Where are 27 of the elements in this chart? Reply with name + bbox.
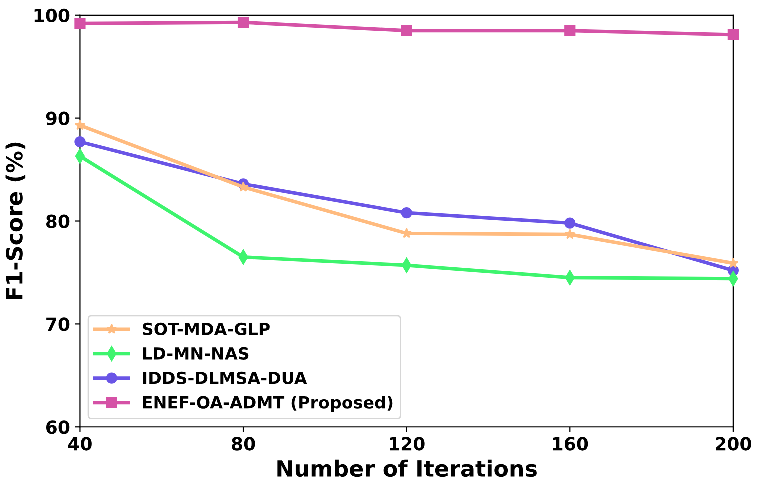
- point: [564, 25, 576, 36]
- point: [564, 229, 576, 240]
- legend-label: SOT-MDA-GLP: [143, 322, 270, 336]
- x-tick-label: 160: [553, 437, 588, 451]
- y-tick-label: 80: [46, 214, 70, 228]
- y-tick-label: 70: [46, 318, 70, 332]
- point: [401, 207, 412, 219]
- x-tick-label: 40: [68, 437, 92, 451]
- point: [401, 25, 412, 36]
- y-tick-label: 60: [46, 420, 70, 434]
- x-tick-label: 80: [232, 437, 256, 451]
- legend-label: IDDS-DLMSA-DUA: [143, 372, 308, 384]
- y-tick-label: 100: [34, 8, 70, 23]
- x-axis-title: Number of Iterations: [278, 460, 537, 478]
- x-tick-label: 200: [716, 437, 752, 451]
- point: [74, 136, 86, 148]
- point: [564, 218, 576, 229]
- legend-label: LD-MN-NAS: [143, 347, 249, 360]
- y-tick-label: 90: [46, 112, 70, 126]
- point: [238, 17, 250, 28]
- y-axis-title: F1-Score (%): [6, 142, 26, 300]
- point: [74, 120, 86, 130]
- point: [74, 18, 86, 30]
- x-tick-label: 120: [390, 437, 425, 451]
- point: [402, 228, 412, 238]
- point: [728, 29, 739, 41]
- legend-label: ENEF-OA-ADMT (Proposed): [143, 396, 393, 412]
